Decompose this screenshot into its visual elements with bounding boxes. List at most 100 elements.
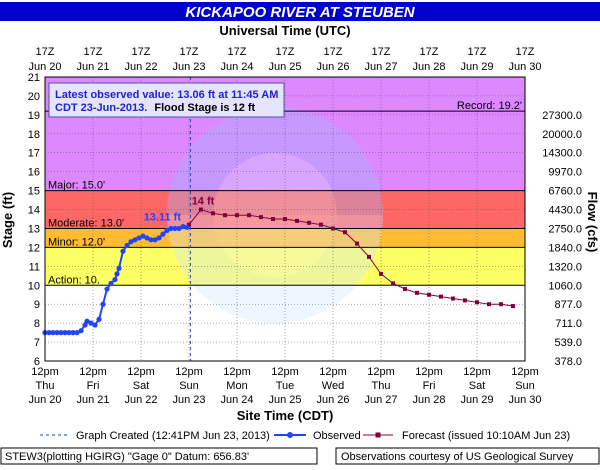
top-tick-date: Jun 20 xyxy=(28,61,61,73)
top-tick-hour: 17Z xyxy=(84,46,103,58)
observed-point xyxy=(50,330,56,336)
top-tick-date: Jun 29 xyxy=(460,61,493,73)
y-tick-label: 20 xyxy=(28,91,40,103)
top-tick-hour: 17Z xyxy=(132,46,151,58)
forecast-point xyxy=(415,290,419,295)
bottom-tick-date: Jun 27 xyxy=(364,394,397,406)
observed-point xyxy=(180,223,186,230)
forecast-point xyxy=(355,241,359,246)
bottom-tick-day: Sun xyxy=(515,380,535,392)
bottom-tick-time: 12pm xyxy=(511,366,539,378)
observed-point xyxy=(108,280,114,286)
observed-point xyxy=(136,235,142,241)
observed-point xyxy=(184,224,190,230)
flow-tick-label: 539.0 xyxy=(554,337,582,349)
bottom-tick-day: Sun xyxy=(179,380,199,392)
top-tick-hour: 17Z xyxy=(372,46,391,58)
plot-frame xyxy=(44,76,526,362)
forecast-point xyxy=(211,211,215,216)
top-tick-date: Jun 24 xyxy=(220,61,253,73)
category-label-minor: Minor: 12.0' xyxy=(48,236,105,248)
grid-lines xyxy=(44,76,526,362)
observed-point xyxy=(144,235,150,241)
forecast-point xyxy=(187,222,191,227)
forecast-point xyxy=(427,292,431,297)
y-tick-label: 8 xyxy=(34,318,40,330)
top-tick-hour: 17Z xyxy=(420,46,439,58)
bottom-tick-day: Fri xyxy=(87,380,100,392)
observed-point xyxy=(62,330,68,336)
bottom-tick-day: Fri xyxy=(423,380,436,392)
bottom-tick-time: 12pm xyxy=(319,366,347,378)
forecast-point xyxy=(391,281,395,286)
latest-value-box: Latest observed value: 13.06 ft at 11:45… xyxy=(48,82,285,118)
forecast-line xyxy=(188,208,514,307)
observed-point xyxy=(78,328,84,334)
observed-point xyxy=(74,330,80,336)
flood-category-labels: Action: 10. Minor: 12.0' Moderate: 13.0' Ma… xyxy=(48,100,522,286)
bottom-tick-time: 12pm xyxy=(175,366,203,378)
latest-value-line2: CDT 23-Jun-2013. Flood Stage is 12 ft xyxy=(55,102,256,114)
observed-point xyxy=(54,330,60,336)
y-tick-label: 21 xyxy=(28,72,40,84)
bottom-tick-date: Jun 22 xyxy=(124,394,157,406)
bottom-tick-time: 12pm xyxy=(223,366,251,378)
legend-graph-created-label: Graph Created (12:41PM Jun 23, 2013) xyxy=(76,430,270,442)
bottom-tick-date: Jun 26 xyxy=(316,394,349,406)
category-label-moderate: Moderate: 13.0' xyxy=(48,217,124,229)
bottom-tick-day: Sat xyxy=(469,380,486,392)
forecast-point xyxy=(271,217,275,221)
forecast-point xyxy=(487,302,491,307)
forecast-point xyxy=(223,213,227,218)
forecast-point xyxy=(283,217,287,221)
forecast-peak-label: 14 ft xyxy=(192,196,215,208)
flow-tick-label: 4430.0 xyxy=(548,205,582,217)
forecast-point xyxy=(439,294,443,299)
top-tick-date: Jun 21 xyxy=(76,61,109,73)
bottom-tick-date: Jun 30 xyxy=(508,394,541,406)
top-tick-hour: 17Z xyxy=(468,46,487,58)
y-tick-label: 15 xyxy=(28,186,40,198)
flow-tick-label: 877.0 xyxy=(554,299,582,311)
category-label-action: Action: 10. xyxy=(48,274,100,286)
top-tick-hour: 17Z xyxy=(180,46,199,58)
y-tick-label: 13 xyxy=(28,223,40,235)
bottom-tick-date: Jun 21 xyxy=(76,394,109,406)
top-tick-date: Jun 23 xyxy=(172,61,205,73)
y-tick-label: 7 xyxy=(34,337,40,349)
observed-point xyxy=(96,316,102,322)
forecast-point xyxy=(307,220,311,225)
footer-datum-text: STEW3(plotting HGIRG) "Gage 0" Datum: 65… xyxy=(5,451,249,463)
y2-axis-title: Flow (cfs) xyxy=(585,192,600,253)
bottom-tick-time: 12pm xyxy=(415,366,443,378)
y-axis-title: Stage (ft) xyxy=(0,192,15,248)
category-label-major: Major: 15.0' xyxy=(48,180,105,192)
bottom-tick-time: 12pm xyxy=(127,366,155,378)
forecast-point xyxy=(259,215,263,220)
observed-point xyxy=(164,227,170,233)
top-tick-date: Jun 27 xyxy=(364,61,397,73)
flow-tick-label: 2750.0 xyxy=(548,223,582,235)
bottom-tick-day: Thu xyxy=(372,380,391,392)
y-tick-label: 16 xyxy=(28,167,40,179)
x-axis-title: Site Time (CDT) xyxy=(237,408,334,423)
bottom-tick-time: 12pm xyxy=(271,366,299,378)
observed-point xyxy=(58,330,64,336)
observed-point xyxy=(88,320,94,326)
flow-tick-label: 6760.0 xyxy=(548,186,582,198)
forecast-point xyxy=(475,300,479,305)
y-tick-label: 17 xyxy=(28,148,40,160)
observed-value-label: 13.11 ft xyxy=(144,212,182,224)
forecast-point xyxy=(199,207,203,212)
y-tick-label: 10 xyxy=(28,280,40,292)
forecast-point xyxy=(367,254,371,259)
observed-point xyxy=(156,235,162,241)
legend: Graph Created (12:41PM Jun 23, 2013) Obs… xyxy=(40,430,570,442)
forecast-point xyxy=(463,298,467,303)
observed-point xyxy=(152,237,158,243)
observed-point xyxy=(70,330,76,336)
legend-observed-label: Observed xyxy=(313,430,361,442)
bottom-tick-date: Jun 23 xyxy=(172,394,205,406)
title-bar xyxy=(0,2,600,21)
